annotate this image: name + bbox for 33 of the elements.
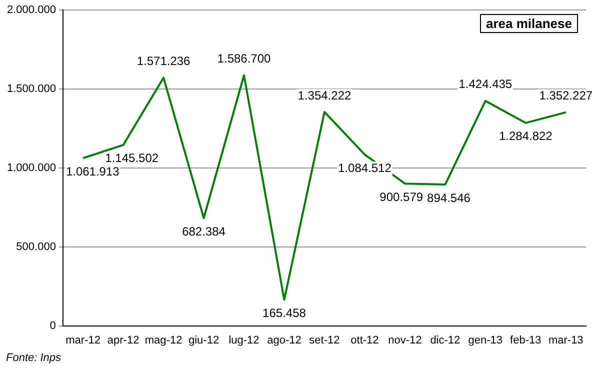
- x-tick-label: mag-12: [144, 334, 182, 346]
- data-label: 900.579: [380, 190, 424, 204]
- data-label: 1.586.700: [217, 52, 272, 66]
- x-tick-label: feb-13: [510, 334, 542, 346]
- y-tick-label: 2.000.000: [7, 4, 56, 16]
- data-label: 682.384: [182, 224, 226, 238]
- x-tick-label: mar-12: [66, 334, 100, 346]
- data-label: 1.354.222: [298, 88, 352, 102]
- y-tick-label: 0: [50, 320, 56, 332]
- x-tick-label: ott-12: [350, 334, 379, 346]
- data-label: 1.571.236: [136, 54, 191, 68]
- data-label: 1.145.502: [105, 151, 159, 166]
- y-tick-label: 1.500.000: [7, 82, 56, 95]
- data-label: 1.061.913: [66, 164, 120, 178]
- x-tick-label: nov-12: [388, 334, 422, 346]
- x-tick-label: lug-12: [228, 334, 260, 346]
- x-tick-label: apr-12: [107, 334, 140, 346]
- y-tick-label: 1.000.000: [7, 162, 56, 174]
- data-label: 165.458: [262, 306, 306, 320]
- x-tick-label: ago-12: [267, 334, 302, 346]
- x-tick-label: gen-13: [468, 334, 503, 346]
- data-label: 1.084.512: [338, 160, 392, 175]
- data-label: 894.546: [427, 190, 471, 205]
- x-tick-label: dic-12: [430, 334, 460, 346]
- x-tick-label: set-12: [309, 334, 340, 346]
- x-tick-label: mar-13: [548, 334, 584, 346]
- data-label: 1.424.435: [458, 77, 512, 92]
- x-tick-label: giu-12: [188, 334, 220, 346]
- annotation: area milanese: [480, 14, 578, 33]
- data-label: 1.284.822: [498, 129, 553, 144]
- y-tick-label: 500.000: [16, 240, 56, 253]
- data-label: 1.352.227: [539, 88, 593, 103]
- source-note: Fonte: Inps: [6, 352, 62, 364]
